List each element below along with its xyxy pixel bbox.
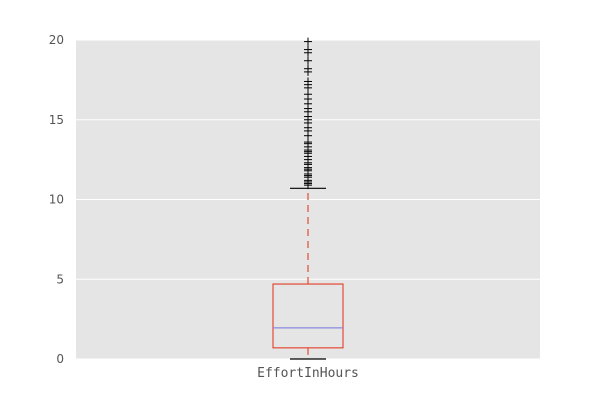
y-tick-label: 5 — [56, 272, 64, 286]
outlier-point — [304, 64, 312, 73]
y-tick-label: 15 — [49, 113, 64, 127]
outlier-point — [304, 77, 312, 86]
outlier-point — [304, 37, 312, 46]
y-tick-label: 20 — [49, 33, 64, 47]
outlier-point — [304, 56, 312, 65]
x-axis-categories: EffortInHours — [257, 366, 359, 381]
y-axis-ticks: 0 5 10 15 20 — [49, 33, 64, 366]
outlier-markers — [304, 37, 312, 190]
y-tick-label: 0 — [56, 352, 64, 366]
x-category-label: EffortInHours — [257, 366, 359, 381]
box-plot — [272, 187, 344, 360]
interquartile-box — [272, 283, 344, 349]
outlier-point — [304, 45, 312, 54]
y-tick-label: 10 — [49, 193, 64, 207]
